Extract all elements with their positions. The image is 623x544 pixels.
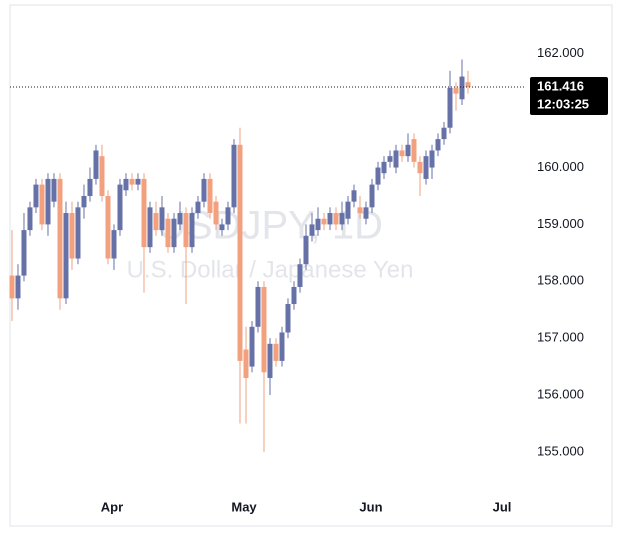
watermark-symbol: USDJPY, 1D: [157, 204, 383, 248]
candle-body: [81, 195, 87, 208]
candle-body: [225, 207, 231, 225]
chart-frame: [9, 4, 613, 527]
candle-body: [273, 343, 279, 361]
candle-body: [201, 178, 207, 202]
candle-body: [243, 349, 249, 378]
candle-body: [435, 139, 441, 151]
candle-body: [135, 178, 141, 185]
candle-body: [345, 201, 351, 219]
candle-body: [9, 275, 15, 299]
candle-body: [117, 184, 123, 231]
candle-body: [123, 178, 129, 191]
candle-body: [237, 144, 243, 361]
last-price-label: 161.416: [537, 78, 584, 93]
y-tick-label: 157.000: [537, 330, 584, 345]
candle-body: [405, 144, 411, 157]
candle-body: [177, 213, 183, 225]
candle-body: [261, 286, 267, 373]
candle-body: [213, 201, 219, 225]
candle-body: [219, 224, 225, 231]
candle-body: [99, 156, 105, 196]
candle-body: [159, 207, 165, 231]
candle-body: [15, 275, 21, 299]
candle-body: [63, 213, 69, 299]
candle-body: [189, 213, 195, 248]
y-tick-label: 158.000: [537, 273, 584, 288]
candle-body: [357, 207, 363, 214]
candle-body: [459, 76, 465, 100]
countdown-label: 12:03:25: [537, 96, 589, 111]
candle-body: [195, 201, 201, 214]
y-tick-label: 155.000: [537, 443, 584, 458]
candle-body: [21, 230, 27, 276]
candle-body: [291, 286, 297, 305]
candle-body: [303, 235, 309, 265]
x-tick-label: Apr: [101, 499, 123, 514]
candle-body: [375, 167, 381, 185]
candle-body: [279, 332, 285, 361]
candle-body: [93, 150, 99, 179]
y-tick-label: 156.000: [537, 386, 584, 401]
x-tick-label: May: [231, 499, 257, 514]
candle-body: [315, 218, 321, 231]
candle-body: [129, 178, 135, 185]
y-tick-label: 162.000: [537, 45, 584, 60]
candle-body: [267, 343, 273, 378]
x-tick-label: Jul: [493, 499, 512, 514]
candle-body: [411, 139, 417, 162]
candle-body: [321, 218, 327, 225]
candle-body: [249, 326, 255, 367]
candle-body: [105, 195, 111, 259]
candle-body: [141, 178, 147, 248]
candle-body: [69, 213, 75, 259]
candle-body: [339, 213, 345, 225]
candle-body: [165, 218, 171, 248]
last-price-box: [530, 77, 608, 116]
candle-body: [255, 286, 261, 327]
candle-body: [27, 207, 33, 231]
candle-body: [285, 304, 291, 333]
candle-body: [51, 178, 57, 202]
candle-body: [363, 207, 369, 219]
candle-body: [309, 224, 315, 236]
candle-body: [399, 150, 405, 157]
candle-body: [171, 218, 177, 248]
candle-body: [231, 144, 237, 208]
candle-body: [39, 184, 45, 225]
candle-body: [87, 178, 93, 196]
watermark-description: U.S. Dollar / Japanese Yen: [127, 256, 414, 283]
candle-body: [465, 82, 471, 88]
candle-body: [429, 150, 435, 168]
candle-body: [45, 178, 51, 225]
candle-body: [333, 213, 339, 225]
candle-body: [381, 161, 387, 174]
candle-body: [447, 87, 453, 128]
candle-body: [207, 178, 213, 214]
candle-body: [351, 190, 357, 202]
candle-body: [423, 156, 429, 179]
candle-body: [183, 213, 189, 248]
candle-body: [153, 213, 159, 231]
candle-body: [57, 178, 63, 299]
y-tick-label: 160.000: [537, 159, 584, 174]
candle-body: [33, 184, 39, 208]
candle-body: [75, 207, 81, 259]
x-tick-label: Jun: [359, 499, 382, 514]
candle-body: [453, 87, 459, 94]
candle-body: [147, 207, 153, 248]
candle-body: [387, 156, 393, 162]
candle-body: [327, 213, 333, 225]
candle-body: [393, 150, 399, 168]
candle-body: [417, 161, 423, 174]
candle-body: [111, 230, 117, 259]
y-tick-label: 159.000: [537, 216, 584, 231]
candle-body: [297, 264, 303, 287]
candle-body: [369, 184, 375, 208]
candle-body: [441, 127, 447, 140]
